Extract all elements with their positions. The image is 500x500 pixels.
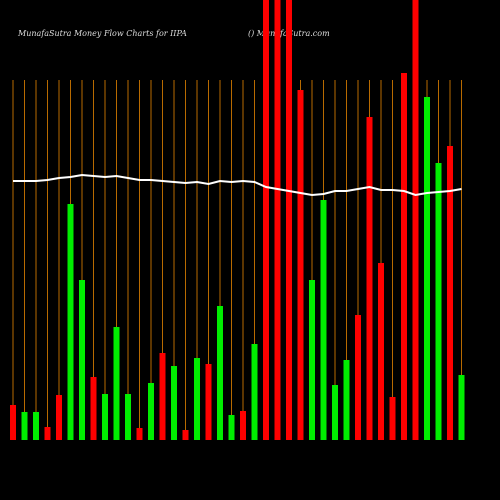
bar <box>320 200 327 440</box>
bar <box>389 397 396 440</box>
bar <box>194 358 200 440</box>
bar <box>378 263 384 440</box>
bar <box>102 394 108 440</box>
bar <box>401 73 407 440</box>
bar <box>171 366 177 440</box>
bar <box>182 430 189 440</box>
chart-title: MunafaSutra Money Flow Charts for IIPA <box>17 29 187 38</box>
bar <box>424 97 430 440</box>
bar <box>10 405 16 440</box>
bar <box>136 428 143 440</box>
bar <box>125 394 131 440</box>
bar <box>251 344 258 440</box>
bar <box>343 360 350 440</box>
bar <box>274 0 281 440</box>
bar <box>286 0 292 440</box>
bar <box>205 364 212 440</box>
bar <box>90 377 97 440</box>
bar <box>21 412 28 440</box>
bar <box>44 427 51 440</box>
bar <box>412 0 419 440</box>
bar <box>332 385 338 440</box>
bar <box>56 395 62 440</box>
bar <box>263 0 269 440</box>
bar <box>366 117 373 440</box>
bar <box>228 415 235 440</box>
bar <box>217 306 223 440</box>
bar <box>355 315 361 440</box>
bar <box>309 280 315 440</box>
bar <box>33 412 39 440</box>
bar <box>159 353 166 440</box>
money-flow-line <box>13 173 462 197</box>
bar <box>435 163 442 440</box>
bar <box>148 383 154 440</box>
bar <box>79 280 85 440</box>
bar <box>297 90 304 440</box>
bar <box>240 411 246 440</box>
bar <box>113 327 120 440</box>
bar <box>458 375 465 440</box>
bar <box>67 204 74 440</box>
bar <box>447 146 453 440</box>
